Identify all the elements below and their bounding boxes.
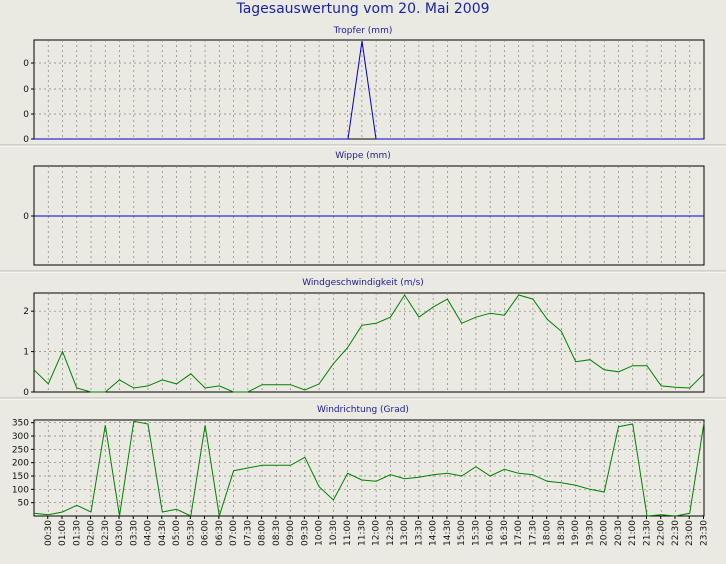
series-line [34,40,704,140]
x-tick-label: 19:30 [585,520,595,546]
x-tick-label: 21:00 [628,520,638,546]
series-line [33,420,705,517]
panel-title: Tropfer (mm) [333,26,393,36]
y-tick-label: 300 [12,432,29,442]
y-tick-label: 100 [12,485,29,495]
x-tick-label: 18:30 [557,520,567,546]
x-tick-label: 07:00 [229,520,239,546]
x-tick-label: 11:00 [343,520,353,546]
x-tick-label: 22:00 [657,520,667,546]
x-tick-label: 17:30 [528,520,538,546]
x-tick-label: 10:00 [315,520,325,546]
plot-frame [33,419,705,517]
report-title: Tagesauswertung vom 20. Mai 2009 [236,1,490,17]
x-tick-label: 15:00 [457,520,467,546]
y-tick-label: 250 [12,445,29,455]
x-tick-label: 19:00 [571,520,581,546]
x-tick-label: 02:30 [101,520,111,546]
x-tick-label: 01:00 [58,520,68,546]
y-tick-label: 200 [12,459,29,469]
x-tick-label: 21:30 [642,520,652,546]
x-tick-label: 06:00 [201,520,211,546]
y-tick-label: 150 [12,472,29,482]
x-tick-label: 05:00 [172,520,182,546]
x-tick-label: 04:00 [144,520,154,546]
panel-title: Wippe (mm) [335,151,391,161]
x-tick-label: 10:30 [329,520,339,546]
x-tick-label: 04:30 [158,520,168,546]
x-tick-label: 15:30 [471,520,481,546]
x-tick-label: 23:30 [700,520,710,546]
y-tick-label: 0 [23,59,29,69]
x-tick-label: 16:30 [500,520,510,546]
x-tick-label: 00:30 [44,520,54,546]
plot-frame [33,292,705,393]
x-tick-label: 22:30 [671,520,681,546]
x-tick-label: 03:30 [129,520,139,546]
y-tick-label: 0 [23,85,29,95]
x-tick-label: 18:00 [543,520,553,546]
y-tick-label: 50 [18,499,30,509]
x-tick-label: 20:30 [614,520,624,546]
x-tick-label: 12:00 [372,520,382,546]
y-tick-label: 0 [23,135,29,145]
panel-title: Windgeschwindigkeit (m/s) [302,278,424,288]
x-tick-label: 09:30 [300,520,310,546]
x-tick-label: 07:30 [243,520,253,546]
y-tick-label: 350 [12,419,29,429]
x-tick-label: 12:30 [386,520,396,546]
x-tick-label: 14:00 [429,520,439,546]
x-tick-label: 16:00 [486,520,496,546]
y-tick-label: 0 [23,388,29,398]
y-tick-label: 0 [23,212,29,222]
x-tick-label: 23:00 [685,520,695,546]
x-tick-label: 08:30 [272,520,282,546]
x-tick-label: 09:00 [286,520,296,546]
x-tick-label: 11:30 [357,520,367,546]
x-tick-label: 17:00 [514,520,524,546]
x-tick-label: 13:30 [414,520,424,546]
y-tick-label: 1 [23,348,29,358]
x-tick-label: 06:30 [215,520,225,546]
y-tick-label: 0 [23,110,29,120]
x-tick-label: 13:00 [400,520,410,546]
series-line [33,294,705,393]
x-tick-label: 02:00 [87,520,97,546]
x-tick-label: 01:30 [72,520,82,546]
x-tick-label: 05:30 [186,520,196,546]
panel-title: Windrichtung (Grad) [317,405,409,415]
x-tick-label: 20:00 [600,520,610,546]
x-tick-label: 08:00 [258,520,268,546]
x-tick-label: 14:30 [443,520,453,546]
x-tick-label: 03:00 [115,520,125,546]
y-tick-label: 2 [23,307,29,317]
